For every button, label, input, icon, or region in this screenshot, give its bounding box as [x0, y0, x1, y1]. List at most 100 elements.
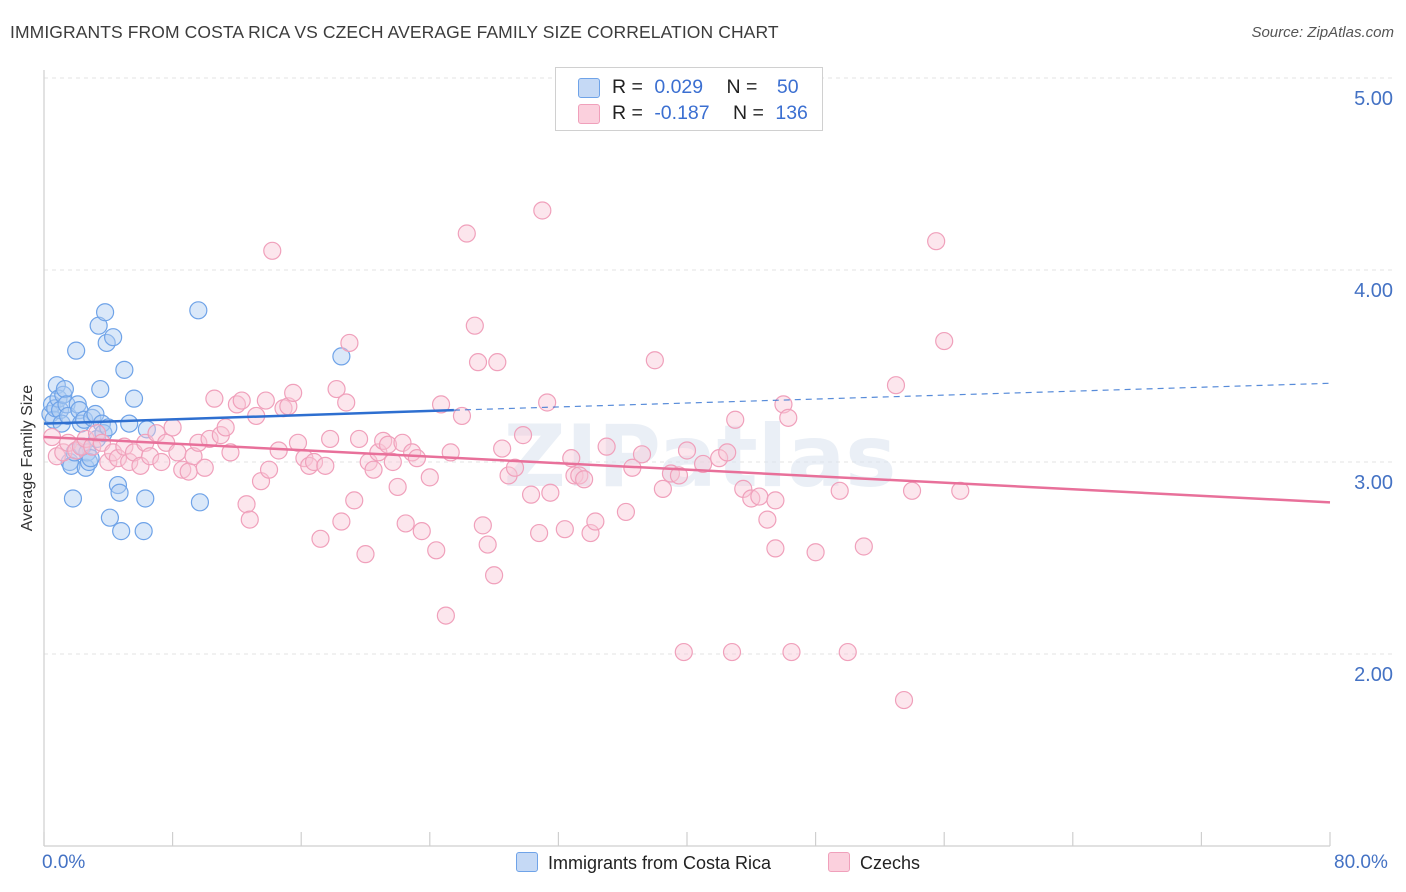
- czechs-point: [163, 418, 182, 437]
- legend-r-label: R =: [612, 76, 643, 98]
- czechs-point: [669, 466, 689, 485]
- costa-rica-point: [99, 418, 118, 437]
- series-costa-rica-points: [41, 301, 351, 541]
- czechs-point: [693, 454, 713, 474]
- czechs-point: [779, 408, 798, 427]
- trend-lines: [43, 382, 1331, 504]
- czechs-point: [616, 502, 636, 522]
- legend-swatch-blue: [578, 78, 600, 98]
- costa-rica-point: [134, 522, 153, 541]
- czechs-point: [311, 529, 330, 548]
- czechs-point: [340, 333, 359, 353]
- czechs-point: [87, 424, 107, 443]
- czechs-point: [337, 393, 356, 412]
- czechs-point: [632, 445, 652, 464]
- bottom-legend-swatch-blue: [516, 852, 538, 872]
- czechs-point: [935, 331, 954, 351]
- bottom-legend-czechs: Czechs: [828, 852, 920, 874]
- trend-line-costa-rica-extension: [453, 382, 1331, 411]
- czechs-point: [722, 642, 742, 662]
- x-tick-label-min: 0.0%: [42, 852, 86, 873]
- costa-rica-point: [136, 489, 155, 508]
- czechs-point: [830, 481, 849, 500]
- legend-n-label: N =: [733, 102, 764, 124]
- czechs-point: [436, 606, 455, 625]
- czechs-point: [894, 690, 914, 710]
- czechs-point: [493, 439, 512, 458]
- costa-rica-point: [189, 301, 208, 320]
- czechs-point: [259, 460, 279, 479]
- czechs-point: [304, 452, 324, 472]
- czechs-point: [189, 433, 208, 452]
- costa-rica-point: [76, 458, 95, 477]
- czechs-point: [221, 443, 240, 462]
- czechs-point: [653, 479, 672, 498]
- costa-rica-point: [124, 389, 144, 408]
- czechs-point: [263, 241, 282, 260]
- czechs-point: [388, 477, 407, 497]
- costa-rica-point: [95, 303, 115, 322]
- czechs-point: [750, 487, 769, 506]
- czechs-point: [327, 379, 346, 399]
- czechs-point: [465, 316, 484, 335]
- czechs-point: [806, 543, 825, 562]
- chart-title: IMMIGRANTS FROM COSTA RICA VS CZECH AVER…: [10, 22, 779, 42]
- czechs-point: [104, 443, 123, 462]
- y-tick-label: 3.00: [1354, 472, 1393, 494]
- czechs-point: [412, 522, 431, 541]
- czechs-point: [364, 460, 383, 479]
- czechs-point: [645, 351, 664, 370]
- y-tick-label: 5.00: [1354, 88, 1393, 110]
- trend-line-czechs: [43, 435, 1331, 504]
- czechs-point: [488, 353, 507, 372]
- czechs-point: [478, 535, 497, 554]
- czechs-point: [886, 376, 906, 395]
- y-tick-label: 4.00: [1354, 280, 1393, 302]
- costa-rica-point: [67, 341, 86, 360]
- czechs-point: [726, 410, 745, 429]
- costa-rica-point: [115, 360, 134, 379]
- legend-r-value: 0.029: [654, 76, 704, 98]
- legend-r-label: R =: [612, 102, 643, 124]
- czechs-point: [575, 470, 594, 489]
- bottom-legend-label-costa-rica: Immigrants from Costa Rica: [548, 853, 772, 873]
- czechs-point: [316, 456, 335, 475]
- czechs-point: [431, 395, 451, 414]
- bottom-legend-label-czechs: Czechs: [860, 853, 921, 873]
- czechs-point: [485, 566, 504, 585]
- czechs-point: [782, 642, 801, 662]
- axes: [43, 70, 1331, 847]
- czechs-point: [237, 495, 256, 514]
- czechs-point: [521, 485, 541, 504]
- czechs-point: [240, 510, 259, 529]
- czechs-point: [216, 418, 235, 437]
- czechs-point: [427, 541, 446, 560]
- czechs-point: [541, 483, 560, 502]
- costa-rica-point: [110, 483, 129, 502]
- czechs-point: [288, 433, 308, 452]
- legend-swatch-pink: [578, 104, 600, 124]
- czechs-point: [332, 512, 351, 531]
- czechs-point: [200, 429, 219, 449]
- czechs-point: [256, 391, 275, 410]
- czechs-point: [457, 224, 476, 243]
- czechs-point: [393, 433, 412, 452]
- czechs-point: [205, 389, 224, 408]
- czechs-point: [284, 383, 303, 402]
- bottom-legend-costa-rica: Immigrants from Costa Rica: [516, 852, 771, 874]
- costa-rica-point: [112, 522, 131, 541]
- czechs-point: [513, 426, 533, 445]
- czechs-point: [420, 468, 439, 487]
- czechs-point: [838, 642, 857, 662]
- czechs-point: [951, 481, 970, 500]
- czechs-point: [597, 437, 616, 456]
- costa-rica-point: [63, 489, 83, 508]
- costa-rica-point: [55, 379, 74, 399]
- costa-rica-point: [332, 347, 351, 366]
- costa-rica-point: [100, 508, 120, 527]
- czechs-point: [452, 406, 472, 426]
- czechs-point: [396, 514, 415, 533]
- czechs-point: [184, 447, 203, 466]
- czechs-point: [168, 443, 187, 462]
